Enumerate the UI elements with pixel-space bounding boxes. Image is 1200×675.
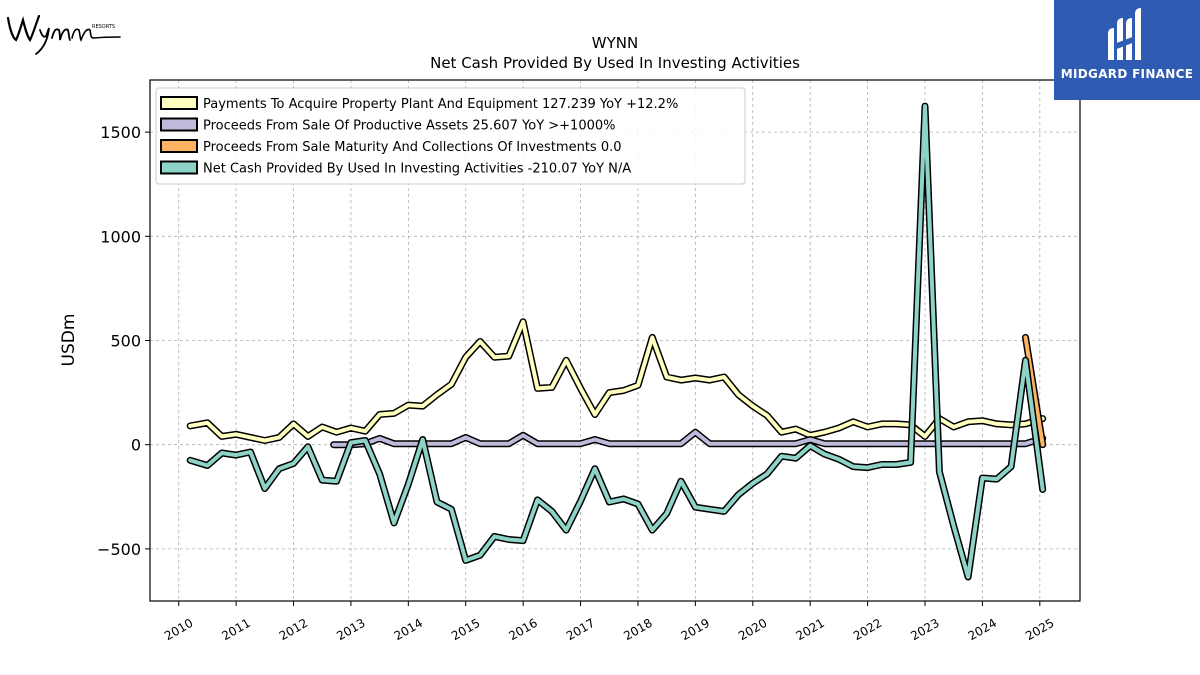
x-tick-label: 2012	[277, 616, 310, 643]
legend-box	[155, 87, 746, 185]
legend-label: Proceeds From Sale Of Productive Assets …	[203, 119, 615, 134]
y-tick-label: 0	[131, 436, 141, 455]
y-tick-label: −500	[97, 540, 141, 559]
series-1	[330, 428, 1047, 449]
series-3	[186, 102, 1047, 581]
legend-swatch	[160, 117, 198, 132]
legend-swatch	[160, 96, 198, 110]
y-axis: −500 0 500 1000 1500	[97, 123, 150, 559]
midgard-finance-label: MIDGARD FINANCE	[1060, 67, 1194, 81]
wynn-logo: RESORTS	[6, 14, 121, 55]
x-tick-label: 2023	[908, 616, 941, 643]
x-tick-label: 2013	[334, 616, 367, 643]
chart-title: WYNN	[592, 34, 638, 52]
x-tick-label: 2025	[1023, 616, 1056, 643]
x-tick-label: 2019	[679, 616, 712, 643]
series-layer	[186, 102, 1047, 581]
x-tick-label: 2016	[506, 616, 539, 643]
x-tick-label: 2024	[966, 616, 999, 643]
series-0	[186, 318, 1047, 444]
series-2	[1022, 333, 1047, 449]
x-tick-label: 2022	[851, 616, 884, 643]
series-line	[1023, 335, 1045, 447]
legend: Payments To Acquire Property Plant And E…	[155, 87, 746, 185]
wynn-logo-sub: RESORTS	[92, 24, 115, 30]
x-tick-label: 2015	[449, 616, 482, 643]
x-axis: 2010 2011 2012 2013 2014 2015 2016 2017 2018 2019…	[162, 601, 1057, 643]
midgard-logo-icon	[1108, 8, 1141, 60]
x-tick-label: 2018	[621, 616, 654, 643]
series-line	[188, 319, 1045, 443]
y-axis-label: USDm	[59, 314, 79, 367]
series-line	[188, 104, 1045, 579]
legend-swatch	[160, 160, 198, 175]
x-tick-label: 2020	[736, 616, 769, 643]
legend-swatch	[160, 139, 198, 153]
legend-label: Proceeds From Sale Maturity And Collecti…	[203, 140, 622, 155]
x-tick-label: 2021	[793, 616, 826, 643]
legend-label: Payments To Acquire Property Plant And E…	[203, 97, 678, 112]
x-tick-label: 2014	[392, 616, 425, 643]
y-tick-label: 1500	[100, 123, 141, 142]
x-tick-label: 2017	[564, 616, 597, 643]
x-tick-label: 2011	[219, 616, 252, 643]
y-tick-label: 1000	[100, 227, 141, 246]
series-line	[331, 430, 1045, 447]
chart-subtitle: Net Cash Provided By Used In Investing A…	[430, 54, 800, 72]
midgard-finance-badge: MIDGARD FINANCE	[1054, 0, 1200, 100]
y-tick-label: 500	[110, 332, 141, 351]
legend-label: Net Cash Provided By Used In Investing A…	[203, 162, 631, 177]
x-tick-label: 2010	[162, 616, 195, 643]
